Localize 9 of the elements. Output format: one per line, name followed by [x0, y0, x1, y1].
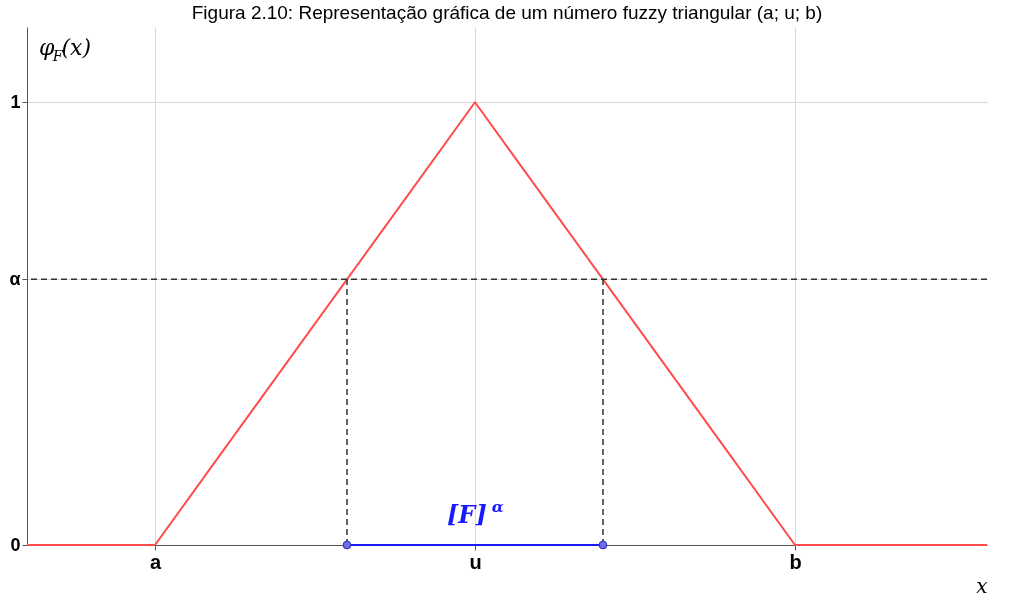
annotation: [F]α	[447, 497, 504, 529]
y-tick-label: α	[9, 268, 21, 289]
x-tick-label: a	[149, 550, 162, 573]
x-axis-title: x	[976, 573, 988, 598]
x-tick-label: b	[789, 550, 802, 573]
y-tick-label: 1	[10, 91, 21, 112]
chart-title: Figura 2.10: Representação gráfica de um número fuzzy triangular (a; u; b)	[191, 2, 823, 23]
y-tick-label: 0	[10, 534, 21, 555]
x-tick-label: u	[469, 550, 482, 573]
